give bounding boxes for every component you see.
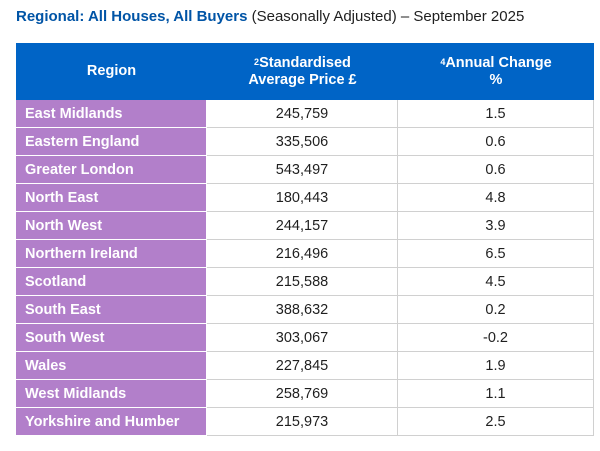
title-rest: (Seasonally Adjusted) – September 2025 (247, 8, 525, 25)
change-cell: 0.6 (398, 128, 594, 156)
change-cell: 1.9 (398, 352, 594, 380)
table-row: North West 244,157 3.9 (16, 212, 594, 240)
page-title: Regional: All Houses, All Buyers (Season… (16, 7, 524, 27)
table-row: Eastern England 335,506 0.6 (16, 128, 594, 156)
region-cell: South East (16, 296, 207, 324)
change-cell: 2.5 (398, 408, 594, 436)
price-cell: 303,067 (207, 324, 398, 352)
table-body: East Midlands 245,759 1.5 Eastern Englan… (16, 100, 594, 436)
header-change-line1: Annual Change (445, 54, 552, 71)
price-cell: 543,497 (207, 156, 398, 184)
region-cell: Scotland (16, 268, 207, 296)
region-cell: North West (16, 212, 207, 240)
header-price-line1: Standardised (259, 54, 351, 71)
table-row: Greater London 543,497 0.6 (16, 156, 594, 184)
price-cell: 215,973 (207, 408, 398, 436)
table-row: Northern Ireland 216,496 6.5 (16, 240, 594, 268)
header-price-footnote: 2 (254, 56, 260, 67)
table-row: North East 180,443 4.8 (16, 184, 594, 212)
table-row: South East 388,632 0.2 (16, 296, 594, 324)
table-row: West Midlands 258,769 1.1 (16, 380, 594, 408)
table-row: Scotland 215,588 4.5 (16, 268, 594, 296)
price-cell: 245,759 (207, 100, 398, 128)
region-cell: Greater London (16, 156, 207, 184)
table-header: Region 2Standardised Average Price £ 4An… (16, 43, 594, 100)
price-cell: 216,496 (207, 240, 398, 268)
change-cell: 6.5 (398, 240, 594, 268)
change-cell: -0.2 (398, 324, 594, 352)
region-cell: Northern Ireland (16, 240, 207, 268)
price-cell: 335,506 (207, 128, 398, 156)
price-cell: 227,845 (207, 352, 398, 380)
change-cell: 4.5 (398, 268, 594, 296)
header-change: 4Annual Change % (398, 43, 594, 100)
region-cell: Wales (16, 352, 207, 380)
header-change-line2: % (489, 71, 503, 88)
region-cell: South West (16, 324, 207, 352)
header-price-line2: Average Price £ (248, 71, 357, 88)
change-cell: 1.5 (398, 100, 594, 128)
change-cell: 3.9 (398, 212, 594, 240)
change-cell: 0.2 (398, 296, 594, 324)
price-cell: 215,588 (207, 268, 398, 296)
price-cell: 388,632 (207, 296, 398, 324)
region-cell: Eastern England (16, 128, 207, 156)
price-cell: 180,443 (207, 184, 398, 212)
price-cell: 244,157 (207, 212, 398, 240)
region-cell: North East (16, 184, 207, 212)
price-cell: 258,769 (207, 380, 398, 408)
table-row: Wales 227,845 1.9 (16, 352, 594, 380)
region-cell: West Midlands (16, 380, 207, 408)
region-cell: East Midlands (16, 100, 207, 128)
table-row: South West 303,067 -0.2 (16, 324, 594, 352)
header-region-label: Region (86, 63, 137, 79)
table-row: East Midlands 245,759 1.5 (16, 100, 594, 128)
change-cell: 1.1 (398, 380, 594, 408)
region-cell: Yorkshire and Humber (16, 408, 207, 436)
header-change-footnote: 4 (440, 56, 446, 67)
table-row: Yorkshire and Humber 215,973 2.5 (16, 408, 594, 436)
change-cell: 0.6 (398, 156, 594, 184)
change-cell: 4.8 (398, 184, 594, 212)
header-region: Region (16, 43, 207, 100)
header-price: 2Standardised Average Price £ (207, 43, 398, 100)
title-bold: Regional: All Houses, All Buyers (16, 8, 248, 25)
regional-price-table: Region 2Standardised Average Price £ 4An… (16, 43, 594, 436)
